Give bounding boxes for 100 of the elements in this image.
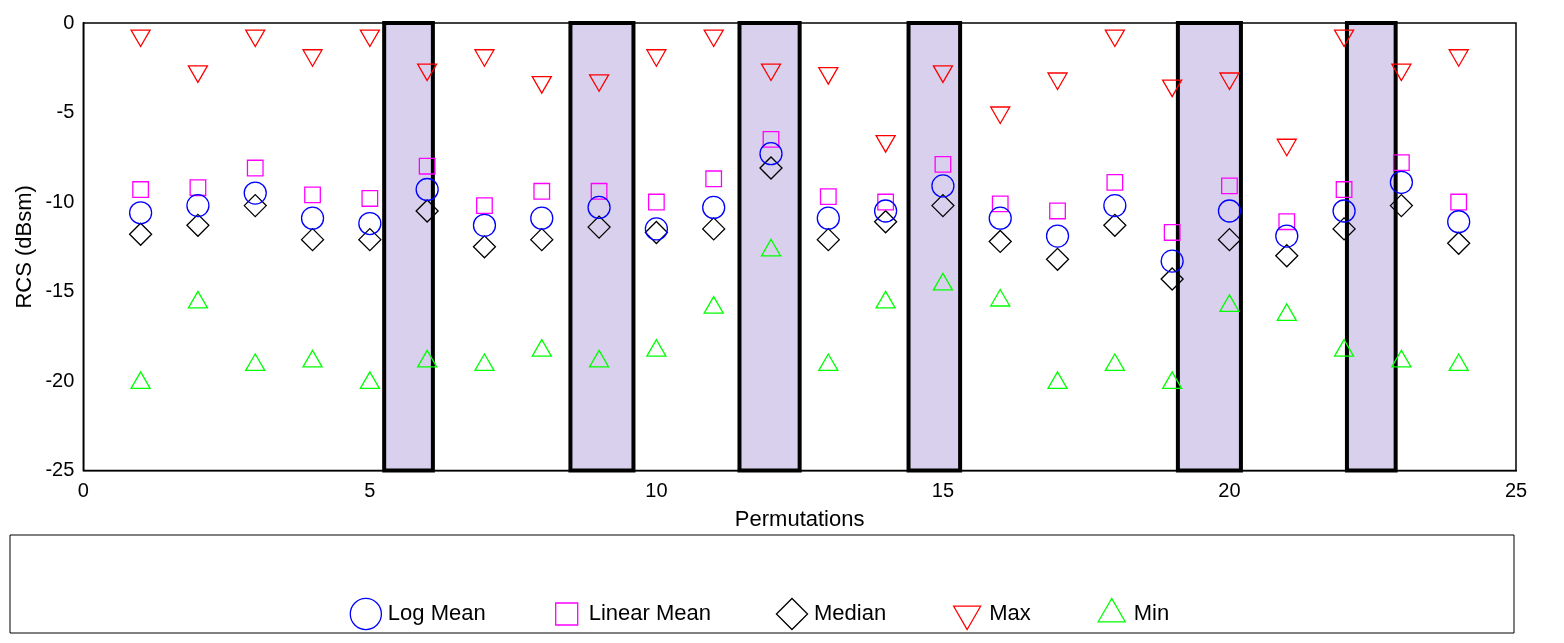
y-axis-title: RCS (dBsm) bbox=[11, 185, 37, 309]
x-tick-label: 0 bbox=[77, 479, 89, 502]
point bbox=[243, 193, 267, 218]
point bbox=[1047, 72, 1068, 91]
point bbox=[531, 75, 552, 94]
point bbox=[472, 213, 497, 237]
point bbox=[1448, 353, 1469, 372]
y-tick-label: -5 bbox=[56, 100, 75, 123]
x-tick-label: 5 bbox=[364, 479, 376, 502]
point bbox=[932, 272, 954, 291]
point bbox=[1103, 213, 1127, 237]
point bbox=[416, 63, 438, 82]
point bbox=[1161, 371, 1183, 390]
point bbox=[1391, 63, 1412, 82]
legend-label: Median bbox=[813, 600, 887, 626]
point bbox=[646, 338, 667, 357]
y-tick-label: -20 bbox=[45, 368, 75, 391]
point bbox=[1219, 294, 1240, 313]
y-tick-label: -10 bbox=[45, 189, 75, 212]
point bbox=[1217, 199, 1242, 223]
point bbox=[1335, 181, 1353, 198]
point bbox=[702, 195, 726, 220]
point bbox=[302, 349, 323, 368]
point bbox=[816, 227, 840, 252]
point bbox=[1103, 193, 1127, 218]
point bbox=[533, 182, 551, 200]
point bbox=[1389, 193, 1414, 218]
point bbox=[1275, 244, 1299, 268]
point bbox=[931, 193, 955, 218]
point bbox=[245, 29, 266, 48]
point bbox=[1106, 173, 1124, 191]
y-tick-label: -25 bbox=[45, 458, 75, 481]
point bbox=[875, 135, 896, 153]
point bbox=[1333, 29, 1355, 48]
point bbox=[1392, 154, 1410, 172]
x-tick-label: 10 bbox=[645, 479, 668, 502]
point bbox=[647, 193, 665, 211]
point bbox=[1047, 371, 1068, 390]
point bbox=[931, 174, 955, 198]
point bbox=[590, 182, 608, 200]
point bbox=[130, 371, 151, 390]
x-tick-label: 15 bbox=[931, 479, 955, 502]
point bbox=[416, 349, 438, 368]
point bbox=[132, 181, 150, 198]
point bbox=[988, 229, 1012, 254]
point bbox=[705, 170, 723, 188]
point bbox=[415, 199, 439, 223]
point bbox=[245, 353, 266, 372]
point bbox=[818, 66, 839, 85]
point bbox=[300, 227, 325, 252]
point bbox=[358, 211, 382, 236]
point bbox=[1332, 199, 1356, 223]
point bbox=[703, 29, 724, 48]
point bbox=[130, 29, 151, 48]
point bbox=[702, 217, 726, 241]
point bbox=[1160, 249, 1184, 273]
point bbox=[1389, 170, 1414, 194]
legend-label: Log Mean bbox=[387, 600, 486, 626]
point bbox=[186, 213, 210, 237]
x-axis-title: Permutations bbox=[734, 505, 865, 531]
point bbox=[472, 235, 497, 259]
y-tick-label: 0 bbox=[63, 10, 75, 33]
point bbox=[587, 215, 611, 239]
point bbox=[762, 130, 780, 148]
point bbox=[474, 353, 495, 372]
point bbox=[530, 206, 554, 230]
point bbox=[1448, 49, 1469, 67]
point bbox=[1332, 217, 1356, 241]
point bbox=[359, 29, 381, 48]
point bbox=[1163, 224, 1181, 241]
point bbox=[246, 159, 264, 177]
point bbox=[934, 156, 952, 173]
point bbox=[1219, 72, 1240, 91]
point bbox=[186, 193, 210, 218]
point bbox=[1161, 79, 1183, 98]
point bbox=[1049, 202, 1066, 220]
point bbox=[1045, 224, 1070, 248]
point bbox=[415, 177, 439, 202]
point bbox=[359, 371, 381, 390]
point bbox=[1104, 29, 1126, 48]
point bbox=[816, 206, 840, 230]
point bbox=[476, 197, 493, 215]
point bbox=[474, 49, 495, 67]
point bbox=[1217, 227, 1242, 252]
point bbox=[1045, 247, 1070, 271]
point bbox=[990, 288, 1011, 307]
legend-label: Linear Mean bbox=[588, 600, 711, 626]
point bbox=[189, 179, 207, 197]
point bbox=[300, 206, 325, 230]
point bbox=[243, 181, 267, 205]
point bbox=[588, 349, 610, 368]
point bbox=[1391, 349, 1412, 368]
point bbox=[1447, 210, 1471, 234]
point bbox=[128, 201, 153, 225]
point bbox=[1104, 353, 1126, 372]
y-tick-label: -15 bbox=[45, 279, 75, 302]
point bbox=[646, 49, 667, 67]
point bbox=[875, 290, 896, 309]
point bbox=[988, 206, 1012, 230]
point bbox=[302, 49, 323, 67]
